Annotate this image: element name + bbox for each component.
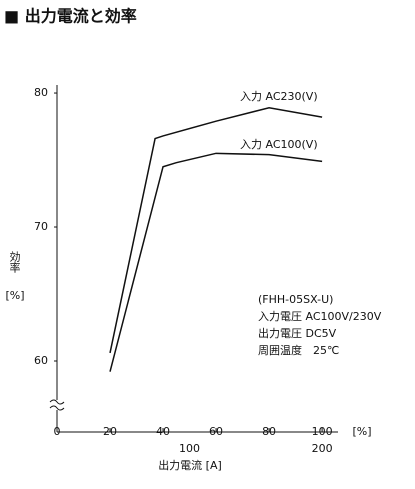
note: 入力電圧 AC100V/230V: [258, 310, 382, 323]
axis-break: [49, 399, 65, 411]
x-label: 出力電流 [A]: [158, 458, 222, 472]
note: 出力電圧 DC5V: [258, 326, 337, 340]
legend-label: 入力 AC100(V): [240, 138, 318, 151]
line: [109, 152, 323, 372]
note: 周囲温度 25℃: [258, 343, 339, 357]
y-tick-label: 70: [34, 220, 48, 233]
x-tick-label: 40: [156, 425, 170, 438]
x2-tick-label: 200: [312, 442, 333, 455]
x-tick-label: 20: [103, 425, 117, 438]
y-tick-label: 80: [34, 86, 48, 99]
line: [109, 107, 323, 354]
x-unit: [%]: [352, 425, 371, 438]
legend-label: 入力 AC230(V): [240, 90, 318, 103]
x-tick-label: 80: [262, 425, 276, 438]
note: (FHH-05SX-U): [258, 293, 333, 306]
x-tick-label: 100: [312, 425, 333, 438]
x-tick-label: 60: [209, 425, 223, 438]
y-label: 効率: [8, 250, 21, 274]
chart-title: ■ 出力電流と効率: [4, 7, 137, 26]
x2-tick-label: 100: [179, 442, 200, 455]
x-tick-label: 0: [54, 425, 61, 438]
y-tick-label: 60: [34, 354, 48, 367]
y-unit: [%]: [5, 289, 24, 302]
